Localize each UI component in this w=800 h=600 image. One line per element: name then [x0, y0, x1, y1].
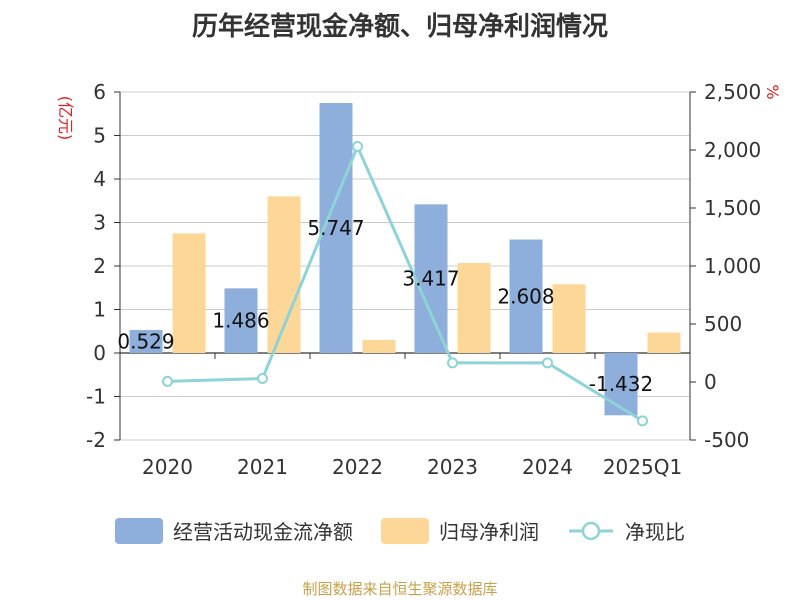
legend-item-ratio[interactable]: 净现比 — [567, 516, 685, 545]
y-right-tick-label: 1,000 — [704, 254, 761, 278]
point-ratio — [447, 357, 458, 369]
y-left-tick-label: -2 — [86, 428, 106, 452]
legend-swatch-cash-flow — [115, 517, 163, 544]
bar-cash-flow — [224, 288, 258, 353]
y-right-tick-label: -500 — [704, 428, 749, 452]
y-left-tick-label: 4 — [93, 167, 106, 191]
data-label-cash-flow: -1.432 — [589, 372, 653, 396]
bar-net-profit — [552, 284, 586, 353]
point-ratio — [162, 375, 173, 387]
bar-net-profit — [647, 332, 681, 353]
bar-cash-flow — [604, 353, 638, 416]
legend-label-net-profit: 归母净利润 — [439, 520, 539, 544]
chart-canvas: -2 -1 0 1 2 3 4 5 6 -500 0 500 1,000 1,500 2,000 2,500 (… — [56, 80, 782, 479]
y-left-tick-label: 0 — [93, 341, 106, 365]
y-right-tick-label: 500 — [704, 312, 742, 336]
y-left-tick-label: 6 — [93, 80, 106, 104]
legend-swatch-net-profit — [381, 517, 429, 544]
x-tick-label: 2023 — [427, 455, 478, 479]
y-left-tick-label: 2 — [93, 254, 106, 278]
bar-cash-flow — [414, 204, 448, 353]
x-tick-label: 2020 — [142, 455, 193, 479]
x-tick-label: 2021 — [237, 455, 288, 479]
x-tick-label: 2024 — [522, 455, 573, 479]
chart-title: 历年经营现金净额、归母净利润情况 — [191, 12, 608, 42]
point-ratio — [542, 357, 553, 369]
bar-net-profit — [362, 339, 396, 353]
data-label-cash-flow: 0.529 — [117, 329, 174, 353]
y-left-unit-label: (亿元) — [56, 96, 75, 141]
y-right-tick-label: 2,000 — [704, 138, 761, 162]
line-ratio — [167, 142, 644, 423]
bar-net-profit — [457, 262, 491, 353]
legend-label-cash-flow: 经营活动现金流净额 — [173, 520, 353, 544]
point-ratio — [352, 141, 363, 153]
x-tick-label: 2022 — [332, 455, 383, 479]
legend-item-net-profit[interactable]: 归母净利润 — [381, 516, 539, 545]
y-right-tick-label: 0 — [704, 370, 717, 394]
bar-cash-flow — [129, 329, 163, 353]
bar-net-profit — [172, 233, 206, 353]
y-left-tick-label: 5 — [93, 124, 106, 148]
x-tick-label: 2025Q1 — [603, 455, 682, 479]
y-left-tick-label: -1 — [86, 385, 106, 409]
data-source-note: 制图数据来自恒生聚源数据库 — [302, 580, 498, 598]
bar-cash-flow — [509, 239, 543, 353]
legend-label-ratio: 净现比 — [625, 520, 685, 544]
data-label-cash-flow: 3.417 — [402, 267, 459, 291]
y-left-tick-label: 1 — [93, 298, 106, 322]
y-right-tick-label: 1,500 — [704, 196, 761, 220]
point-ratio — [637, 415, 648, 427]
point-ratio — [257, 373, 268, 385]
chart-legend: 经营活动现金流净额 归母净利润 净现比 — [0, 516, 800, 545]
legend-swatch-ratio — [569, 521, 613, 540]
legend-item-cash-flow[interactable]: 经营活动现金流净额 — [115, 516, 353, 545]
y-left-tick-label: 3 — [93, 211, 106, 235]
data-label-cash-flow: 5.747 — [307, 216, 364, 240]
y-right-tick-label: 2,500 — [704, 80, 761, 104]
y-right-unit-label: % — [763, 84, 782, 99]
data-label-cash-flow: 1.486 — [212, 309, 269, 333]
data-label-cash-flow: 2.608 — [497, 284, 554, 308]
